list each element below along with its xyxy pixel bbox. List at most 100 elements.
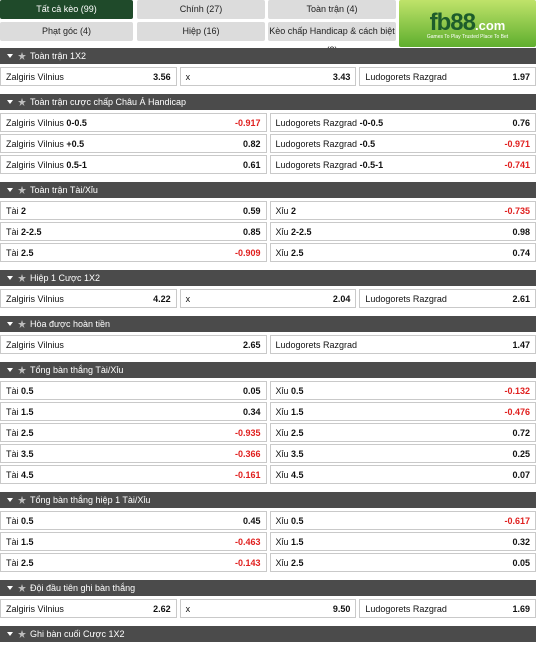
selection-label: Xỉu 1.5 — [276, 537, 304, 547]
odds-cell[interactable]: Tài 3.5 -0.366 — [0, 444, 267, 463]
odds-cell[interactable]: Ludogorets Razgrad 1.69 — [359, 599, 536, 618]
odds-cell[interactable]: Xỉu 1.5 0.32 — [269, 532, 536, 551]
odd-value: 0.32 — [512, 536, 530, 547]
odds-cell[interactable]: Ludogorets Razgrad -0-0.5 0.76 — [269, 113, 536, 132]
selection-label: Tài 1.5 — [6, 407, 34, 417]
odds-cell[interactable]: Tài 1.5 -0.463 — [0, 532, 267, 551]
odds-cell[interactable]: Tài 1.5 0.34 — [0, 402, 267, 421]
odds-cell[interactable]: Ludogorets Razgrad 1.47 — [269, 335, 536, 354]
odds-cell[interactable]: Zalgiris Vilnius 2.62 — [0, 599, 177, 618]
odds-cell[interactable]: Ludogorets Razgrad -0.5-1 -0.741 — [269, 155, 536, 174]
odds-cell[interactable]: Tài 2.5 -0.143 — [0, 553, 267, 572]
odds-cell[interactable]: Xỉu 0.5 -0.132 — [269, 381, 536, 400]
odds-cell[interactable]: Tài 2.5 -0.935 — [0, 423, 267, 442]
selection-line: 3.5 — [291, 448, 304, 459]
odds-cell[interactable]: Zalgiris Vilnius +0.5 0.82 — [0, 134, 267, 153]
star-icon[interactable] — [18, 98, 26, 106]
section-header[interactable]: Toàn trận 1X2 — [0, 48, 536, 64]
odds-cell[interactable]: Ludogorets Razgrad -0.5 -0.971 — [269, 134, 536, 153]
odds-cell[interactable]: Xỉu 2.5 0.05 — [269, 553, 536, 572]
odds-cell[interactable]: Zalgiris Vilnius 0-0.5 -0.917 — [0, 113, 267, 132]
odd-value: 3.43 — [332, 71, 351, 82]
star-icon[interactable] — [18, 630, 26, 638]
selection-name: Zalgiris Vilnius — [6, 71, 64, 82]
caret-icon[interactable] — [6, 366, 14, 374]
logo[interactable]: fb88.com Games To Play Trusted Place To … — [399, 0, 536, 47]
star-icon[interactable] — [18, 320, 26, 328]
odds-cell[interactable]: Xỉu 0.5 -0.617 — [269, 511, 536, 530]
odd-value: -0.161 — [234, 469, 261, 480]
odds-cell[interactable]: Xỉu 2.5 0.72 — [269, 423, 536, 442]
caret-icon[interactable] — [6, 186, 14, 194]
odds-cell[interactable]: Ludogorets Razgrad 1.97 — [359, 67, 536, 86]
odds-cell[interactable]: Tài 0.5 0.45 — [0, 511, 267, 530]
star-shape — [18, 584, 26, 592]
section-header[interactable]: Toàn trận cược chấp Châu Á Handicap — [0, 94, 536, 110]
caret-shape — [7, 322, 13, 326]
section-title: Tổng bàn thắng hiệp 1 Tài/Xỉu — [30, 495, 151, 505]
odds-cell[interactable]: x 2.04 — [179, 289, 357, 308]
odd-value: 1.47 — [512, 339, 530, 350]
odd-value: 0.98 — [512, 226, 530, 237]
selection-name: Zalgiris Vilnius — [6, 603, 64, 614]
section-header[interactable]: Đội đầu tiên ghi bàn thắng — [0, 580, 536, 596]
odds-cell[interactable]: Tài 2 0.59 — [0, 201, 267, 220]
selection-line: 0.5-1 — [66, 159, 87, 170]
caret-icon[interactable] — [6, 274, 14, 282]
caret-icon[interactable] — [6, 630, 14, 638]
caret-icon[interactable] — [6, 52, 14, 60]
odds-cell[interactable]: Tài 2-2.5 0.85 — [0, 222, 267, 241]
odd-value: -0.617 — [504, 515, 530, 526]
tab[interactable]: Chính (27) — [137, 0, 265, 19]
selection-line: 3.5 — [21, 448, 34, 459]
odds-cell[interactable]: x 9.50 — [179, 599, 357, 618]
odd-value: -0.935 — [234, 427, 261, 438]
odds-row: Tài 3.5 -0.366 Xỉu 3.5 0.25 — [0, 444, 536, 463]
tab[interactable]: Tất cả kèo (99) — [0, 0, 133, 19]
tab[interactable]: Kèo chấp Handicap & cách biệt (3) — [268, 22, 396, 55]
section-header[interactable]: Toàn trận Tài/Xỉu — [0, 182, 536, 198]
odds-cell[interactable]: Xỉu 3.5 0.25 — [269, 444, 536, 463]
odds-cell[interactable]: Xỉu 4.5 0.07 — [269, 465, 536, 484]
section-header[interactable]: Hòa được hoàn tiền — [0, 316, 536, 332]
caret-icon[interactable] — [6, 320, 14, 328]
odds-cell[interactable]: Xỉu 2.5 0.74 — [269, 243, 536, 262]
star-icon[interactable] — [18, 496, 26, 504]
caret-icon[interactable] — [6, 98, 14, 106]
section-title: Ghi bàn cuối Cược 1X2 — [30, 629, 125, 639]
odds-cell[interactable]: Zalgiris Vilnius 3.56 — [0, 67, 177, 86]
selection-label: Zalgiris Vilnius — [6, 340, 64, 350]
odds-cell[interactable]: Xỉu 1.5 -0.476 — [269, 402, 536, 421]
section-header[interactable]: Hiệp 1 Cược 1X2 — [0, 270, 536, 286]
star-icon[interactable] — [18, 584, 26, 592]
odd-value: -0.909 — [234, 247, 261, 258]
odds-cell[interactable]: Xỉu 2-2.5 0.98 — [269, 222, 536, 241]
odds-cell[interactable]: Zalgiris Vilnius 2.65 — [0, 335, 267, 354]
odds-cell[interactable]: Tài 2.5 -0.909 — [0, 243, 267, 262]
selection-line: +0.5 — [66, 138, 85, 149]
tab[interactable]: Phạt góc (4) — [0, 22, 133, 41]
star-icon[interactable] — [18, 366, 26, 374]
star-icon[interactable] — [18, 186, 26, 194]
odds-cell[interactable]: Xỉu 2 -0.735 — [269, 201, 536, 220]
caret-icon[interactable] — [6, 496, 14, 504]
odds-cell[interactable]: Zalgiris Vilnius 0.5-1 0.61 — [0, 155, 267, 174]
tab[interactable]: Hiệp (16) — [137, 22, 265, 41]
odds-cell[interactable]: Tài 4.5 -0.161 — [0, 465, 267, 484]
caret-icon[interactable] — [6, 584, 14, 592]
section-title: Toàn trận cược chấp Châu Á Handicap — [30, 97, 187, 107]
section-header[interactable]: Ghi bàn cuối Cược 1X2 — [0, 626, 536, 642]
odds-cell[interactable]: Ludogorets Razgrad 2.61 — [359, 289, 536, 308]
odds-cell[interactable]: Tài 0.5 0.05 — [0, 381, 267, 400]
odd-value: 1.97 — [512, 71, 531, 82]
tab[interactable]: Toàn trận (4) — [268, 0, 396, 19]
selection-name: Tài — [6, 385, 19, 396]
section-header[interactable]: Tổng bàn thắng hiệp 1 Tài/Xỉu — [0, 492, 536, 508]
odds-row: Zalgiris Vilnius 0-0.5 -0.917 Ludogorets R… — [0, 113, 536, 132]
odds-cell[interactable]: Zalgiris Vilnius 4.22 — [0, 289, 177, 308]
selection-label: Ludogorets Razgrad -0-0.5 — [276, 118, 384, 128]
odds-cell[interactable]: x 3.43 — [179, 67, 357, 86]
section-header[interactable]: Tổng bàn thắng Tài/Xỉu — [0, 362, 536, 378]
star-icon[interactable] — [18, 52, 26, 60]
star-icon[interactable] — [18, 274, 26, 282]
